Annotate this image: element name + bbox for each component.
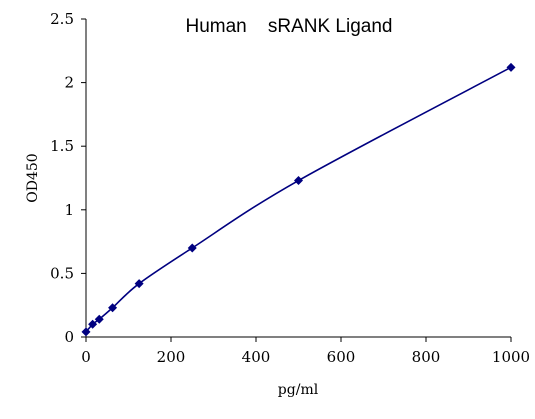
data-point-2: [94, 314, 104, 324]
y-tick-label: 1: [64, 201, 74, 219]
y-tick-label: 2: [64, 74, 74, 92]
x-tick-label: 600: [327, 348, 356, 366]
x-tick-label: 800: [412, 348, 441, 366]
x-axis-label: pg/ml: [278, 382, 319, 398]
x-axis-ticks: 0 200 400 600 800 1000: [81, 337, 530, 366]
data-point-3: [108, 303, 118, 313]
data-point-0: [81, 327, 91, 337]
y-axis-label: OD450: [25, 153, 41, 202]
data-point-6: [294, 176, 303, 186]
y-tick-label: 0: [64, 328, 74, 346]
x-tick-label: 0: [81, 348, 91, 366]
y-tick-label: 2.5: [50, 10, 74, 28]
axes: [85, 19, 511, 338]
data-point-5: [187, 243, 197, 253]
y-tick-label: 0.5: [50, 264, 74, 282]
data-point-7: [506, 62, 516, 72]
chart-title: Human sRANK Ligand: [186, 16, 393, 37]
data-points: [81, 62, 516, 337]
x-tick-label: 1000: [492, 348, 530, 366]
x-tick-label: 200: [157, 348, 186, 366]
y-tick-label: 1.5: [50, 137, 74, 155]
fit-curve: [85, 66, 512, 333]
data-point-1: [88, 319, 98, 329]
x-tick-label: 400: [242, 348, 271, 366]
data-point-4: [134, 279, 144, 289]
y-axis-ticks: 0 0.5 1 1.5 2 2.5: [50, 10, 86, 346]
